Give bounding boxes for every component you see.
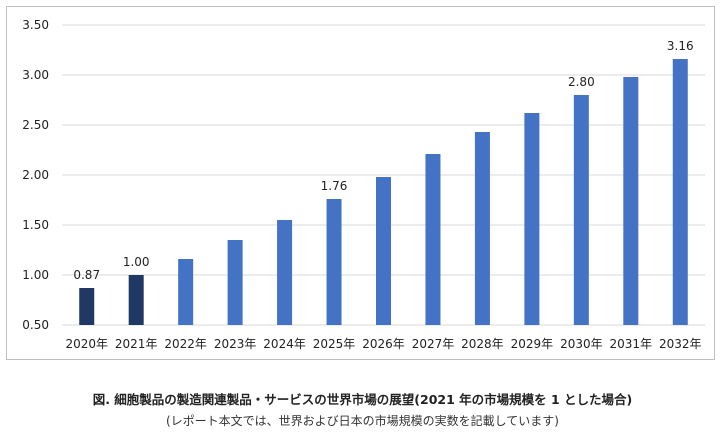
- bar: [178, 259, 194, 325]
- bar: [524, 113, 540, 325]
- x-tick-label: 2021年: [115, 337, 158, 351]
- x-tick-label: 2022年: [164, 337, 207, 351]
- y-tick-label: 0.50: [22, 318, 49, 332]
- x-tick-label: 2027年: [412, 337, 455, 351]
- figure-note: (レポート本文では、世界および日本の市場規模の実数を記載しています): [165, 414, 559, 428]
- data-label: 0.87: [73, 268, 100, 282]
- x-tick-label: 2030年: [560, 337, 603, 351]
- y-tick-label: 2.00: [22, 168, 49, 182]
- bar: [376, 177, 391, 325]
- bar: [573, 95, 589, 325]
- x-tick-label: 2031年: [610, 337, 653, 351]
- x-tick-label: 2029年: [511, 337, 554, 351]
- bar: [672, 59, 688, 325]
- data-label: 1.76: [321, 179, 348, 193]
- bars: [79, 59, 688, 325]
- bar: [326, 199, 342, 325]
- x-axis-tick-labels: 2020年 2021年 2022年 2023年 2024年 2025年 2026年 2027年…: [65, 337, 701, 351]
- x-tick-label: 2023年: [214, 337, 257, 351]
- y-axis-tick-labels: 0.50 1.00 1.50 2.00 2.50 3.00 3.50: [22, 18, 49, 332]
- bar: [474, 132, 490, 325]
- figure-caption: 図. 細胞製品の製造関連製品・サービスの世界市場の展望(2021 年の市場規模を…: [92, 392, 633, 407]
- bar: [425, 154, 441, 325]
- bar: [128, 275, 144, 325]
- bar-chart: 0.501.001.502.002.503.003.50 2020年 2021年 2…: [22, 18, 705, 351]
- x-tick-label: 2024年: [263, 337, 306, 351]
- x-tick-label: 2026年: [362, 337, 405, 351]
- data-label: 2.80: [568, 75, 595, 89]
- x-tick-label: 2032年: [659, 337, 702, 351]
- data-label: 3.16: [667, 39, 694, 53]
- bar: [79, 288, 95, 325]
- y-tick-label: 1.00: [22, 268, 49, 282]
- x-tick-label: 2025年: [313, 337, 356, 351]
- bar: [623, 77, 639, 325]
- data-labels: 0.87 1.00 1.76 2.80 3.16: [73, 39, 693, 282]
- bar: [277, 220, 293, 325]
- x-tick-label: 2028年: [461, 337, 504, 351]
- bar: [227, 240, 243, 325]
- y-tick-label: 1.50: [22, 218, 49, 232]
- x-tick-label: 2020年: [65, 337, 108, 351]
- y-tick-label: 2.50: [22, 118, 49, 132]
- y-tick-label: 3.50: [22, 18, 49, 32]
- chart-frame: 0.50 1.00 1.50 2.00 2.50 3.00 3.50 2020年 2021年 2…: [6, 6, 715, 360]
- y-tick-label: 3.00: [22, 68, 49, 82]
- data-label: 1.00: [123, 255, 150, 269]
